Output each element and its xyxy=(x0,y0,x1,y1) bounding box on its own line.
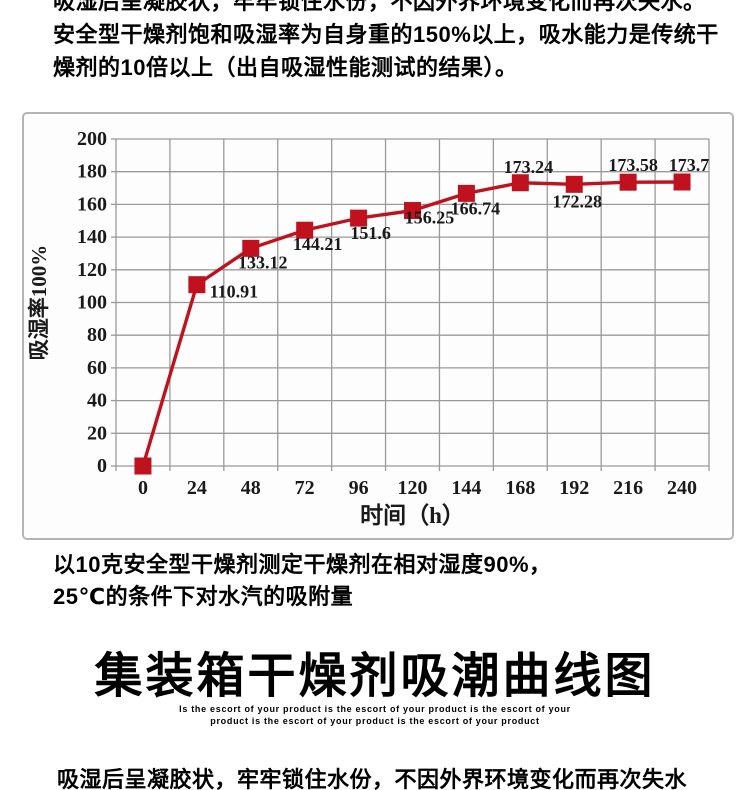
data-point-label: 156.25 xyxy=(405,208,455,228)
y-tick-label: 160 xyxy=(77,193,107,215)
intro-paragraph: 吸湿后呈凝胶状，牢牢锁住水份，不因外界环境变化而再次失水。 安全型干燥剂饱和吸湿… xyxy=(53,0,733,84)
caption-line-2: 25℃的条件下对水汽的吸附量 xyxy=(53,584,354,609)
y-tick-label: 200 xyxy=(77,128,107,150)
x-tick-label: 48 xyxy=(241,477,261,499)
x-tick-label: 216 xyxy=(613,477,643,499)
data-point-marker xyxy=(242,239,260,257)
y-tick-label: 0 xyxy=(97,455,107,477)
data-point-label: 173.7 xyxy=(669,155,710,175)
data-point-marker xyxy=(673,173,691,191)
intro-line-1: 吸湿后呈凝胶状，牢牢锁住水份，不因外界环境变化而再次失水。 xyxy=(53,0,706,14)
data-point-label: 110.91 xyxy=(210,282,259,302)
x-axis-title: 时间（h） xyxy=(360,502,465,528)
y-tick-label: 120 xyxy=(77,259,107,281)
data-point-marker xyxy=(296,221,314,239)
data-point-marker xyxy=(350,209,368,227)
y-tick-label: 80 xyxy=(87,324,107,346)
data-point-marker xyxy=(565,175,583,193)
y-tick-label: 180 xyxy=(77,161,107,183)
intro-line-2: 安全型干燥剂饱和吸湿率为自身重的150%以上，吸水能力是传统干 xyxy=(53,22,719,47)
y-tick-label: 140 xyxy=(77,226,107,248)
data-point-label: 173.58 xyxy=(608,155,658,175)
x-tick-label: 24 xyxy=(187,477,207,499)
y-axis-title: 吸湿率100% xyxy=(27,245,51,361)
chart-svg: 0 20 40 60 80 100 120 140 160 180 200 0 24 48 72 96 120 1… xyxy=(27,128,710,528)
data-point-label: 173.24 xyxy=(504,157,554,177)
data-point-marker xyxy=(457,184,475,202)
y-tick-label: 60 xyxy=(87,357,107,379)
data-point-marker xyxy=(188,276,206,294)
y-tick-label: 20 xyxy=(87,422,107,444)
subtitle-line-2: product is the escort of your product is… xyxy=(210,716,540,726)
caption-line-1: 以10克安全型干燥剂测定干燥剂在相对湿度90%， xyxy=(53,552,552,577)
data-point-marker xyxy=(404,202,421,220)
y-tick-label: 40 xyxy=(87,390,107,412)
x-tick-label: 72 xyxy=(295,477,315,499)
data-point-label: 166.74 xyxy=(451,198,501,218)
subtitle-line-1: Is the escort of your product is the esc… xyxy=(179,704,571,714)
intro-line-3: 燥剂的10倍以上（出自吸湿性能测试的结果）。 xyxy=(53,55,518,80)
x-tick-label: 0 xyxy=(138,477,148,499)
absorption-chart-panel: 0 20 40 60 80 100 120 140 160 180 200 0 24 48 72 96 120 1… xyxy=(22,112,734,540)
x-tick-label: 240 xyxy=(667,477,697,499)
data-point-label: 133.12 xyxy=(238,252,288,272)
x-tick-label: 144 xyxy=(451,477,481,499)
x-tick-label: 120 xyxy=(398,477,428,499)
data-point-label: 151.6 xyxy=(350,223,391,243)
data-point-label: 172.28 xyxy=(552,191,602,211)
data-point-label: 144.21 xyxy=(293,234,343,254)
data-point-marker xyxy=(619,173,637,191)
data-point-marker xyxy=(134,457,152,475)
footer-paragraph: 吸湿后呈凝胶状，牢牢锁住水份，不因外界环境变化而再次失水 xyxy=(57,767,688,790)
x-tick-label: 168 xyxy=(505,477,535,499)
x-tick-label: 192 xyxy=(559,477,589,499)
chart-caption: 以10克安全型干燥剂测定干燥剂在相对湿度90%， 25℃的条件下对水汽的吸附量 xyxy=(53,549,713,613)
x-tick-label: 96 xyxy=(349,477,369,499)
page-title: 集装箱干燥剂吸潮曲线图 xyxy=(94,650,656,703)
data-point-marker xyxy=(511,174,529,192)
y-tick-label: 100 xyxy=(77,292,107,314)
english-subtitle: Is the escort of your product is the esc… xyxy=(0,703,750,727)
